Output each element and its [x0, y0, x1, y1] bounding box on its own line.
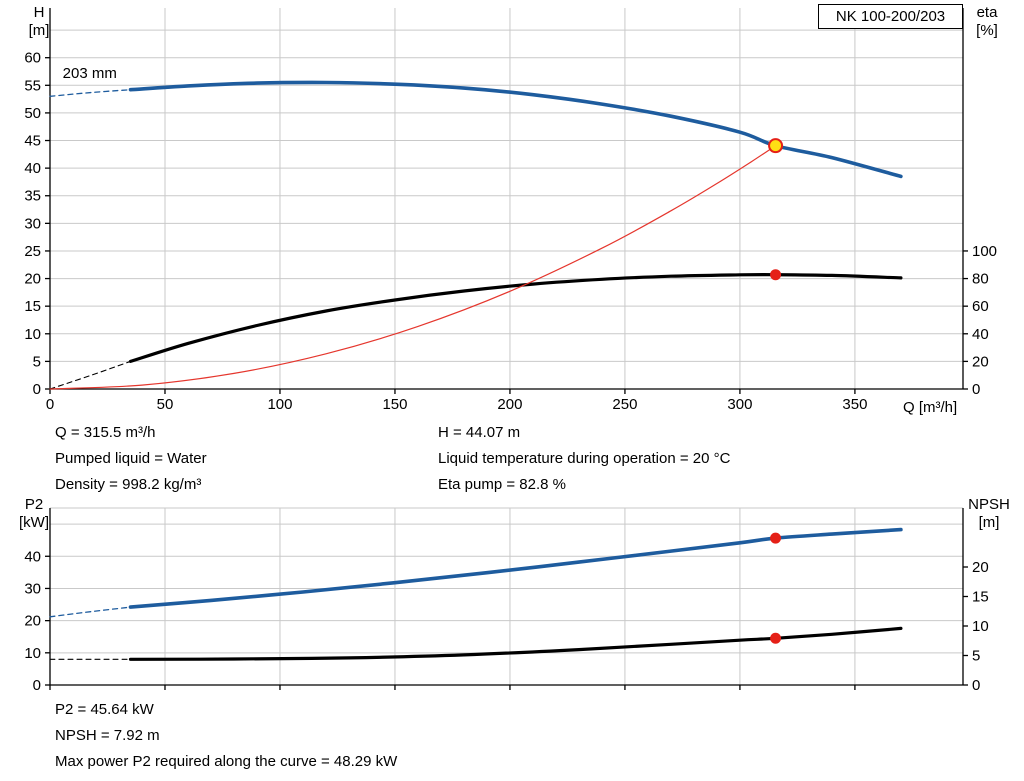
head-curve: [128, 80, 903, 179]
y-left-tick-label: 60: [24, 50, 41, 67]
eta-axis-label: eta [%]: [966, 4, 1008, 40]
y-left-tick-label: 30: [24, 580, 41, 597]
head-curve-dashed: [49, 89, 132, 97]
y-left-tick-label: 55: [24, 77, 41, 94]
y-left-tick-label: 50: [24, 105, 41, 122]
x-tick-label: 350: [842, 396, 867, 413]
p2-axis-unit: [kW]: [19, 514, 49, 531]
h-axis-label: H [m]: [22, 4, 56, 40]
p2-curve: [128, 527, 903, 609]
info-npsh: NPSH = 7.92 m: [55, 727, 160, 744]
info-pumped-liquid: Pumped liquid = Water: [55, 450, 207, 467]
q-axis-text: Q [m³/h]: [903, 399, 958, 416]
y-left-tick-label: 5: [33, 353, 41, 370]
npsh-curve: [128, 626, 903, 661]
eta-curve-dashed: [49, 360, 132, 390]
x-tick-label: 0: [46, 396, 54, 413]
y-right-tick-label: 0: [972, 677, 980, 694]
npsh-axis-label: NPSH [m]: [962, 496, 1016, 532]
y-right-tick-label: 5: [972, 648, 980, 665]
duty-info-right: H = 44.07 m Liquid temperature during op…: [438, 420, 730, 498]
y-left-tick-label: 25: [24, 243, 41, 260]
duty-point-npsh: [770, 632, 782, 644]
y-left-tick-label: 20: [24, 271, 41, 288]
eta-axis-name: eta: [976, 4, 998, 21]
duty-point-p2: [770, 532, 782, 544]
p2-axis-label: P2 [kW]: [12, 496, 56, 532]
y-left-tick-label: 35: [24, 188, 41, 205]
y-right-tick-label: 15: [972, 589, 989, 606]
performance-chart: 0 5 10 15 20 25 30 35 40 45 50 55 60 0 20 40 60 80 100 0 50 1…: [24, 8, 997, 413]
y-right-tick-label: 20: [972, 353, 989, 370]
h-axis-unit: [m]: [28, 22, 50, 39]
p2-axis-name: P2: [24, 496, 44, 513]
info-liquid-temperature: Liquid temperature during operation = 20…: [438, 450, 731, 467]
y-right-tick-label: 0: [972, 381, 980, 398]
y-right-tick-label: 40: [972, 326, 989, 343]
q-axis-label: Q [m³/h]: [903, 399, 988, 417]
eta-axis-unit: [%]: [976, 22, 998, 39]
y-left-tick-label: 0: [33, 677, 41, 694]
npsh-axis-unit: [m]: [978, 514, 1000, 531]
x-tick-label: 250: [612, 396, 637, 413]
duty-point-head: [768, 138, 784, 154]
y-right-tick-label: 100: [972, 243, 997, 260]
info-max-power: Max power P2 required along the curve = …: [55, 753, 398, 770]
y-right-tick-label: 60: [972, 298, 989, 315]
impeller-diameter-label: 203 mm: [63, 65, 117, 82]
x-tick-label: 200: [497, 396, 522, 413]
y-left-tick-label: 15: [24, 298, 41, 315]
y-left-tick-label: 40: [24, 160, 41, 177]
x-tick-label: 50: [157, 396, 174, 413]
info-head: H = 44.07 m: [438, 424, 521, 441]
y-right-tick-label: 20: [972, 559, 989, 576]
y-left-tick-label: 45: [24, 133, 41, 150]
eta-curve: [128, 273, 903, 363]
y-right-tick-label: 80: [972, 271, 989, 288]
info-eta-pump: Eta pump = 82.8 %: [438, 476, 566, 493]
h-axis-name: H: [33, 4, 45, 21]
duty-info-left: Q = 315.5 m³/h Pumped liquid = Water Den…: [55, 420, 207, 498]
pump-model-label: NK 100-200/203: [835, 8, 946, 25]
y-left-tick-label: 0: [33, 381, 41, 398]
info-flow: Q = 315.5 m³/h: [55, 424, 156, 441]
pump-model-box: NK 100-200/203: [818, 4, 963, 29]
x-tick-label: 100: [267, 396, 292, 413]
y-left-tick-label: 40: [24, 548, 41, 565]
duty-point-eta: [770, 269, 782, 281]
y-left-tick-label: 10: [24, 326, 41, 343]
p2-curve-dashed: [49, 606, 132, 618]
info-p2: P2 = 45.64 kW: [55, 701, 154, 718]
system-curve: [49, 145, 777, 390]
power-info-block: P2 = 45.64 kW NPSH = 7.92 m Max power P2…: [55, 697, 397, 775]
x-tick-label: 300: [727, 396, 752, 413]
y-right-tick-label: 10: [972, 618, 989, 635]
y-left-tick-label: 30: [24, 215, 41, 232]
x-tick-label: 150: [382, 396, 407, 413]
info-density: Density = 998.2 kg/m³: [55, 476, 202, 493]
y-left-tick-label: 10: [24, 645, 41, 662]
y-left-tick-label: 20: [24, 613, 41, 630]
npsh-axis-name: NPSH: [968, 496, 1010, 513]
power-npsh-chart: 0 10 20 30 40 0 5 10 15 20: [24, 507, 989, 694]
